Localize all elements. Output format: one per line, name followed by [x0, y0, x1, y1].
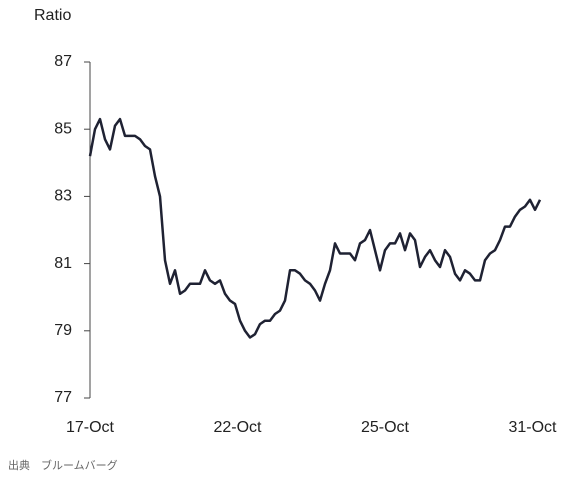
- source-note: 出典 ブルームバーグ: [8, 458, 118, 472]
- y-tick-label: 85: [54, 120, 72, 137]
- x-tick-label: 25-Oct: [361, 419, 410, 436]
- y-axis-label: Ratio: [34, 7, 71, 24]
- y-tick-label: 77: [54, 389, 72, 406]
- x-tick-label: 17-Oct: [66, 419, 115, 436]
- x-tick-label: 31-Oct: [508, 419, 557, 436]
- y-tick-label: 79: [54, 322, 72, 339]
- y-tick-label: 87: [54, 53, 72, 70]
- y-tick-label: 83: [54, 188, 72, 205]
- data-line: [88, 117, 542, 339]
- x-tick-label: 22-Oct: [213, 419, 262, 436]
- y-tick-label: 81: [54, 255, 72, 272]
